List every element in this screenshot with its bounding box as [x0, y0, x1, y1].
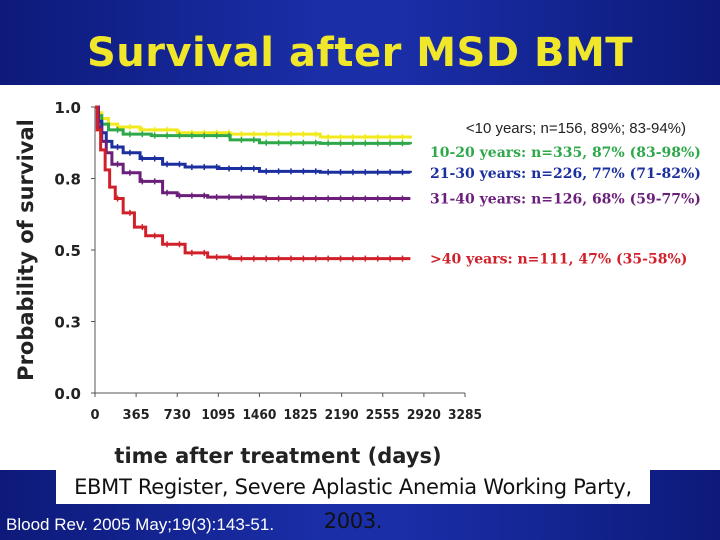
x-tick-label: 0	[90, 408, 99, 423]
source-banner: EBMT Register, Severe Aplastic Anemia Wo…	[56, 470, 650, 533]
x-tick-label: 730	[164, 408, 191, 423]
y-axis-label: Probability of survival	[14, 119, 38, 381]
series-line--10-years	[95, 105, 412, 139]
series-label: 21-30 years: n=226, 77% (71-82%)	[430, 166, 701, 182]
x-tick-label: 2190	[325, 408, 359, 423]
x-tick-label: 3285	[448, 408, 482, 423]
x-tick-label: 2555	[366, 408, 400, 423]
y-tick-label: 0.5	[54, 242, 81, 260]
series-line-10-20-years	[95, 105, 412, 145]
series-label: <10 years; n=156, 89%; 83-94%)	[466, 120, 686, 137]
plot-area: 0.0 0.3 0.5 0.8 1.0 0 365 730 1095 1460 1825 2190 25…	[0, 85, 720, 470]
citation: Blood Rev. 2005 May;19(3):143-51.	[6, 515, 275, 534]
x-tick-label: 2920	[407, 408, 441, 423]
y-tick-label: 0.8	[54, 171, 81, 189]
x-tick-label: 1095	[201, 408, 235, 423]
x-axis-label: time after treatment (days)	[114, 444, 441, 468]
series-label: >40 years: n=111, 47% (35-58%)	[430, 252, 687, 268]
slide-title: Survival after MSD BMT	[86, 30, 634, 76]
series-line-31-40-years	[95, 105, 411, 201]
series-line--40-years	[95, 105, 411, 261]
x-tick-label: 365	[123, 408, 150, 423]
x-tick-label: 1460	[242, 408, 276, 423]
series-label: 10-20 years: n=335, 87% (83-98%)	[430, 145, 701, 161]
series-label: 31-40 years: n=126, 68% (59-77%)	[430, 192, 701, 208]
x-tick-label: 1825	[284, 408, 318, 423]
y-tick-label: 1.0	[54, 99, 81, 117]
y-tick-label: 0.3	[54, 314, 81, 332]
y-tick-label: 0.0	[54, 385, 81, 403]
survival-chart: 0.0 0.3 0.5 0.8 1.0 0 365 730 1095 1460 1825 2190 25…	[14, 99, 701, 468]
